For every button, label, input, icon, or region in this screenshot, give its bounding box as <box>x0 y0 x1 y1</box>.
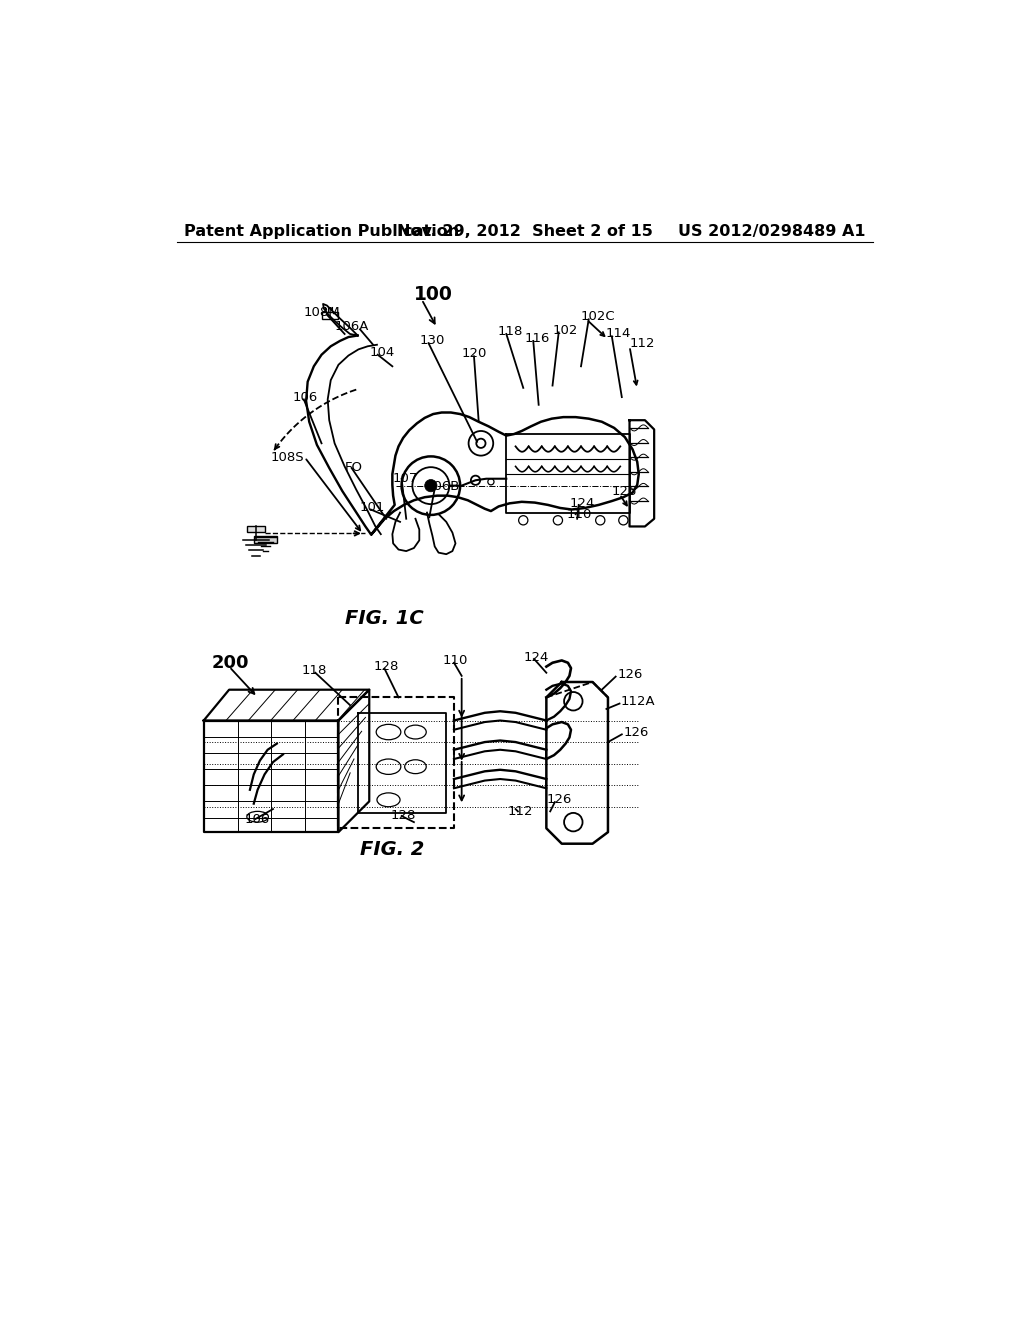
Text: 102C: 102C <box>581 310 615 323</box>
Text: 124: 124 <box>523 651 549 664</box>
Text: 102: 102 <box>553 323 578 337</box>
Text: 112: 112 <box>630 337 655 350</box>
Text: 126: 126 <box>547 793 571 807</box>
Text: 108S: 108S <box>270 450 304 463</box>
Text: 104: 104 <box>370 346 394 359</box>
Text: 106A: 106A <box>335 319 369 333</box>
Text: 128: 128 <box>373 660 398 673</box>
Text: 118: 118 <box>301 664 327 677</box>
Text: 110: 110 <box>442 653 468 667</box>
Text: 118: 118 <box>498 325 523 338</box>
Text: 126: 126 <box>624 726 649 739</box>
Text: 106: 106 <box>245 813 269 825</box>
Text: 114: 114 <box>605 327 631 341</box>
Text: 124: 124 <box>569 496 595 510</box>
Circle shape <box>429 483 433 488</box>
Text: 200: 200 <box>211 653 249 672</box>
Text: 126: 126 <box>617 668 643 681</box>
Text: 112A: 112A <box>621 694 655 708</box>
Text: 126: 126 <box>611 484 637 498</box>
Bar <box>254 536 276 544</box>
Bar <box>323 312 338 319</box>
Text: FIG. 1C: FIG. 1C <box>345 610 424 628</box>
Text: 120: 120 <box>462 347 487 360</box>
Text: 116: 116 <box>524 333 550 345</box>
Text: 128: 128 <box>391 809 416 822</box>
Text: 107: 107 <box>392 473 418 486</box>
Text: 112: 112 <box>508 805 534 818</box>
Text: 110: 110 <box>566 508 592 520</box>
Text: US 2012/0298489 A1: US 2012/0298489 A1 <box>678 224 865 239</box>
Text: Nov. 29, 2012  Sheet 2 of 15: Nov. 29, 2012 Sheet 2 of 15 <box>397 224 652 239</box>
Text: 100: 100 <box>414 285 453 304</box>
Text: 106B: 106B <box>425 480 460 492</box>
Circle shape <box>425 479 437 492</box>
Text: FO: FO <box>345 462 362 474</box>
Text: FIG. 2: FIG. 2 <box>360 840 425 858</box>
Text: 106: 106 <box>292 391 317 404</box>
Text: 108M: 108M <box>304 306 340 319</box>
Text: 101: 101 <box>360 500 385 513</box>
Bar <box>247 525 265 532</box>
Text: Patent Application Publication: Patent Application Publication <box>184 224 460 239</box>
Text: 130: 130 <box>419 334 444 347</box>
